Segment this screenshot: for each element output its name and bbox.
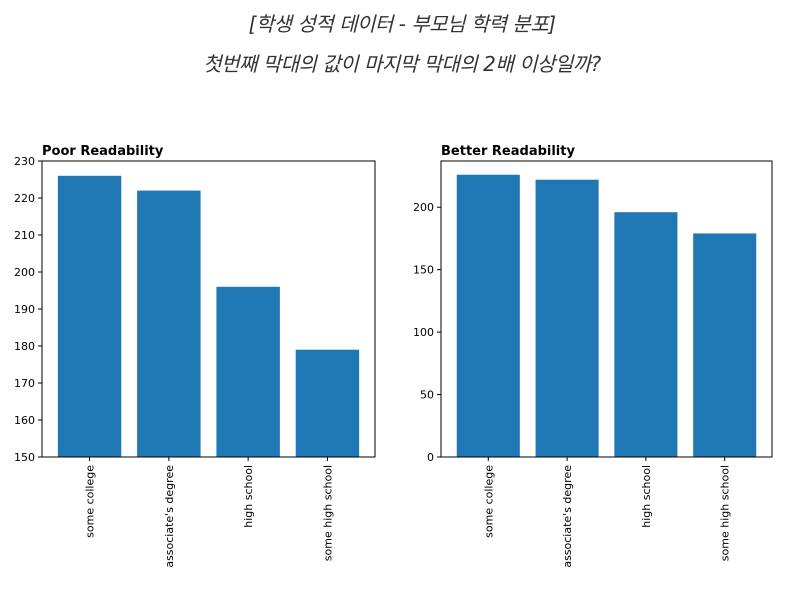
bar-0 <box>456 174 520 457</box>
y-tick-label: 180 <box>14 340 35 353</box>
y-tick-label: 150 <box>14 451 35 464</box>
y-tick-label: 150 <box>413 264 434 277</box>
x-tick-label: associate's degree <box>561 465 574 568</box>
x-tick-label: some college <box>482 465 495 538</box>
chart-poor-readability: Poor Readability some college associate's … <box>14 144 376 568</box>
chart-title: Poor Readability <box>42 144 164 159</box>
x-tick-label: some high school <box>719 465 732 561</box>
bar-3 <box>295 349 360 457</box>
header-line-2: 첫번째 막대의 값이 마지막 막대의 2배 이상일까? <box>203 52 601 76</box>
y-tick-label: 100 <box>413 326 434 339</box>
plot-frame <box>41 160 376 458</box>
y-tick-label: 230 <box>14 155 35 168</box>
x-tick-label: high school <box>640 465 653 528</box>
x-tick-label: some high school <box>321 465 334 561</box>
y-tick-label: 200 <box>413 201 434 214</box>
y-tick-label: 0 <box>427 451 434 464</box>
bar-0 <box>57 175 122 458</box>
x-tick-label: high school <box>242 465 255 528</box>
y-tick-label: 160 <box>14 414 35 427</box>
y-tick-label: 170 <box>14 377 35 390</box>
bar-1 <box>137 190 201 457</box>
y-tick-label: 210 <box>14 229 35 242</box>
chart-title: Better Readability <box>441 144 575 159</box>
header-line-1: [학생 성적 데이터 - 부모님 학력 분포] <box>248 12 556 36</box>
bar-3 <box>693 233 757 457</box>
plot-frame <box>440 160 773 458</box>
chart-better-readability: Better Readability some college associate'… <box>413 144 773 568</box>
bar-1 <box>535 179 599 457</box>
x-tick-label: associate's degree <box>163 465 176 568</box>
y-tick-label: 50 <box>420 389 434 402</box>
y-tick-label: 200 <box>14 266 35 279</box>
y-tick-label: 220 <box>14 192 35 205</box>
bar-2 <box>614 212 678 457</box>
x-tick-label: some college <box>84 465 97 538</box>
y-tick-label: 190 <box>14 303 35 316</box>
bar-2 <box>216 286 280 457</box>
